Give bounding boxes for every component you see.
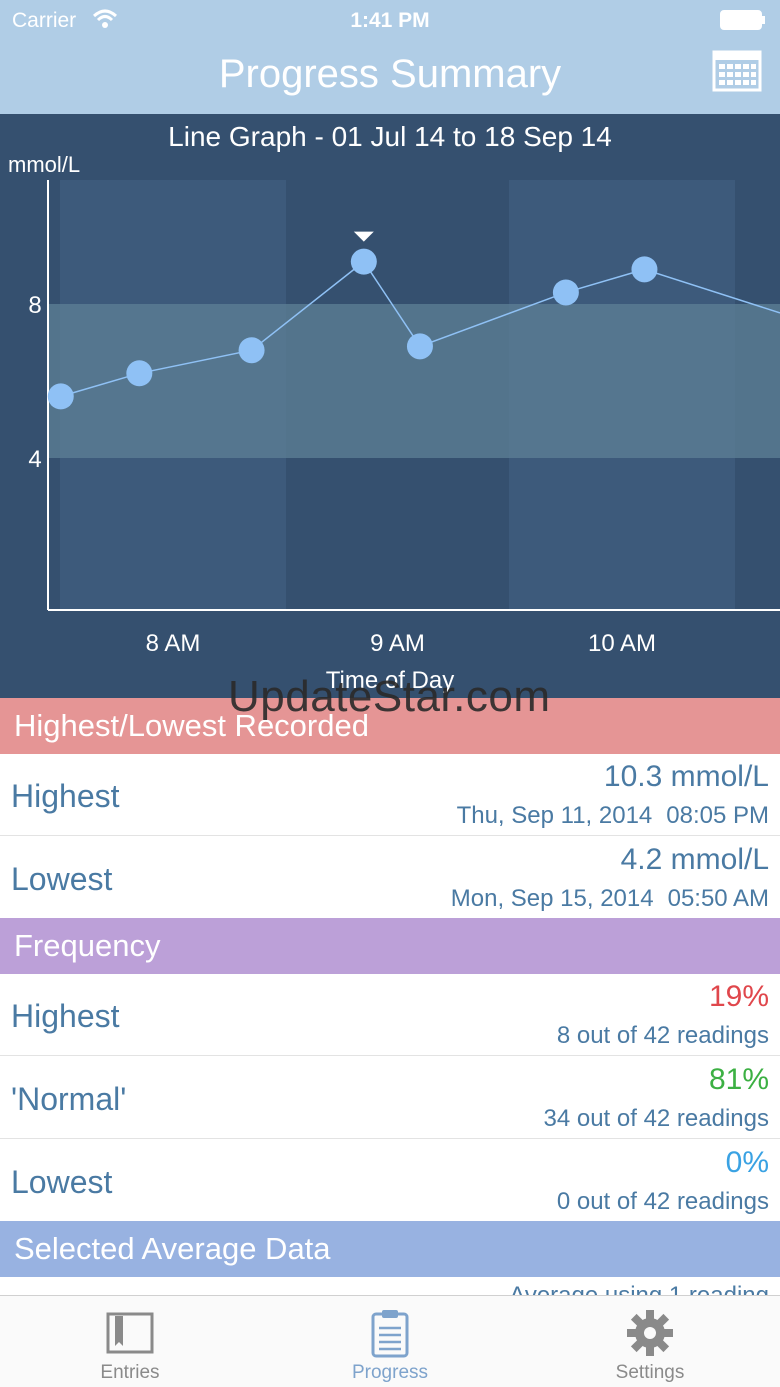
lowest-recorded-row[interactable]: Lowest 4.2 mmol/L Mon, Sep 15, 2014 05:50…	[0, 837, 780, 919]
tab-entries-label: Entries	[100, 1362, 160, 1383]
section-header-highest-lowest: Highest/Lowest Recorded	[0, 698, 780, 754]
data-point[interactable]	[552, 279, 579, 306]
carrier-label: Carrier	[12, 9, 77, 32]
data-point[interactable]	[47, 383, 74, 410]
tab-settings-label: Settings	[615, 1362, 685, 1383]
frequency-normal-readings: 34 out of 42 readings	[543, 1105, 769, 1132]
series-line	[60, 260, 780, 398]
highest-date: Thu, Sep 11, 2014	[456, 802, 653, 829]
highest-label: Highest	[11, 778, 120, 814]
status-time: 1:41 PM	[350, 9, 430, 32]
average-readings-partial: Average using 1 reading	[509, 1282, 769, 1296]
y-axis-label: mmol/L	[8, 152, 80, 177]
highest-datetime: Thu, Sep 11, 2014 08:05 PM	[443, 802, 769, 830]
highest-value: 10.3 mmol/L	[603, 760, 769, 793]
data-point[interactable]	[238, 337, 265, 364]
data-point[interactable]	[350, 248, 377, 275]
battery-icon	[720, 10, 766, 30]
y-tick-label: 8	[28, 292, 41, 319]
lowest-time: 05:50 AM	[667, 885, 769, 912]
clipboard-icon	[371, 1310, 409, 1358]
navigation-bar: Progress Summary	[0, 40, 780, 114]
x-tick-label: 8 AM	[146, 630, 201, 657]
section-header-average: Selected Average Data	[0, 1221, 780, 1277]
y-tick-label: 4	[28, 446, 41, 473]
page-title: Progress Summary	[218, 52, 562, 96]
max-marker-icon	[353, 231, 374, 242]
line-graph[interactable]: Line Graph - 01 Jul 14 to 18 Sep 14 mmol…	[0, 114, 780, 698]
frequency-lowest-percent: 0%	[725, 1146, 769, 1179]
section-header-frequency: Frequency	[0, 918, 780, 974]
line-graph-svg: Line Graph - 01 Jul 14 to 18 Sep 14 mmol…	[8, 121, 780, 694]
frequency-lowest-label: Lowest	[11, 1164, 113, 1200]
lowest-datetime: Mon, Sep 15, 2014 05:50 AM	[437, 885, 769, 913]
normal-range-band	[48, 304, 780, 458]
frequency-highest-percent: 19%	[708, 980, 769, 1013]
x-tick-label: 9 AM	[370, 630, 425, 657]
wifi-icon	[92, 8, 118, 36]
chart-title: Line Graph - 01 Jul 14 to 18 Sep 14	[168, 121, 612, 152]
frequency-normal-row[interactable]: 'Normal' 81% 34 out of 42 readings	[0, 1057, 780, 1139]
x-tick-label: 10 AM	[588, 630, 656, 657]
book-icon	[106, 1312, 154, 1354]
watermark: UpdateStar.com	[228, 672, 551, 721]
highest-time: 08:05 PM	[666, 802, 769, 829]
data-point[interactable]	[406, 333, 433, 360]
lowest-date: Mon, Sep 15, 2014	[450, 885, 654, 912]
x-axis-label: Time of Day	[326, 667, 454, 694]
highest-recorded-row[interactable]: Highest 10.3 mmol/L Thu, Sep 11, 2014 08:…	[0, 754, 780, 836]
data-point[interactable]	[126, 360, 153, 387]
frequency-normal-label: 'Normal'	[11, 1081, 127, 1117]
tab-bar: Entries Progress	[0, 1295, 780, 1387]
frequency-lowest-readings: 0 out of 42 readings	[556, 1188, 769, 1215]
lowest-value: 4.2 mmol/L	[620, 843, 769, 876]
gear-icon	[627, 1310, 673, 1356]
tab-progress[interactable]: Progress	[260, 1296, 520, 1387]
calendar-button[interactable]	[712, 48, 762, 94]
tab-settings[interactable]: Settings	[520, 1296, 780, 1387]
frequency-highest-readings: 8 out of 42 readings	[556, 1022, 769, 1049]
calendar-icon	[712, 50, 762, 92]
frequency-highest-label: Highest	[11, 998, 120, 1034]
tab-progress-label: Progress	[351, 1362, 429, 1383]
frequency-normal-percent: 81%	[708, 1063, 769, 1096]
frequency-highest-row[interactable]: Highest 19% 8 out of 42 readings	[0, 974, 780, 1056]
lowest-label: Lowest	[11, 861, 113, 897]
data-point[interactable]	[631, 256, 658, 283]
frequency-lowest-row[interactable]: Lowest 0% 0 out of 42 readings	[0, 1140, 780, 1222]
status-bar: Carrier 1:41 PM	[0, 0, 780, 40]
tab-entries[interactable]: Entries	[0, 1296, 260, 1387]
